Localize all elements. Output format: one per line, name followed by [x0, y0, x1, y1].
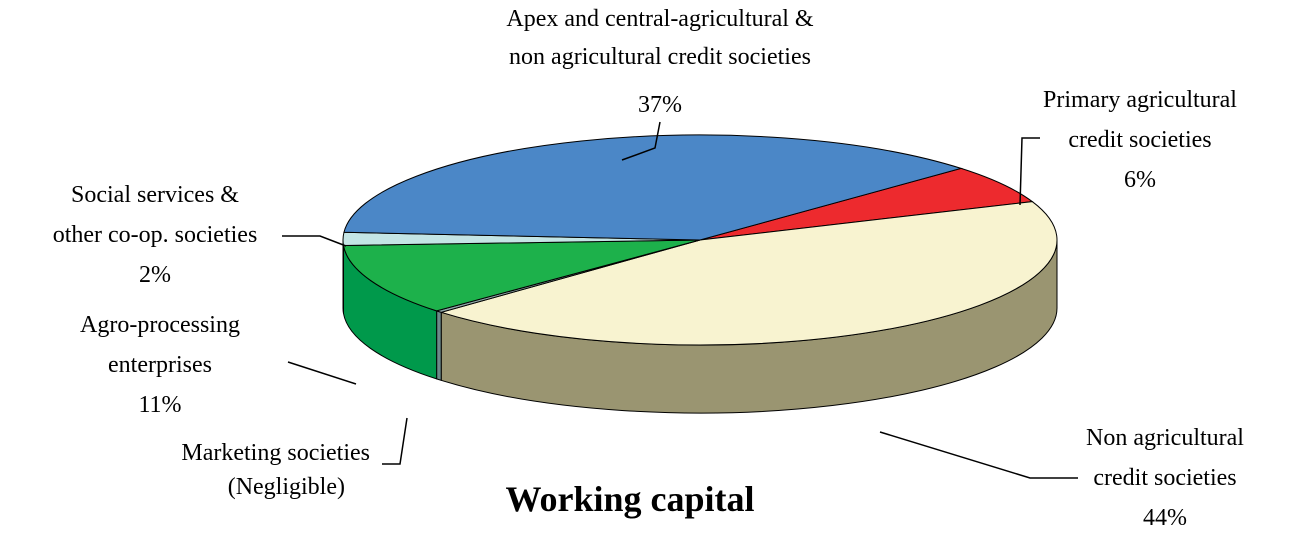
category-label: Apex and central-agricultural & non agri…	[460, 0, 860, 76]
category-label: Agro-processing enterprises	[30, 305, 290, 385]
category-label: Marketing societies	[60, 436, 370, 470]
leader-line	[282, 236, 346, 246]
slice-label: Marketing societies(Negligible)	[60, 436, 370, 504]
value-label: 44%	[1035, 498, 1295, 538]
slice-label: Social services & other co-op. societies…	[20, 175, 290, 295]
value-label: 2%	[20, 255, 290, 295]
leader-line	[382, 418, 407, 464]
chart-title: Working capital	[430, 478, 830, 520]
slice-label: Apex and central-agricultural & non agri…	[460, 0, 860, 124]
value-label: 11%	[30, 385, 290, 425]
category-label: Social services & other co-op. societies	[20, 175, 290, 255]
slice-side	[437, 311, 442, 380]
value-label: 6%	[1010, 160, 1270, 200]
value-label: (Negligible)	[60, 470, 370, 504]
value-label: 37%	[460, 86, 860, 124]
category-label: Non agricultural credit societies	[1035, 418, 1295, 498]
leader-line	[288, 362, 356, 384]
category-label: Primary agricultural credit societies	[1010, 80, 1270, 160]
